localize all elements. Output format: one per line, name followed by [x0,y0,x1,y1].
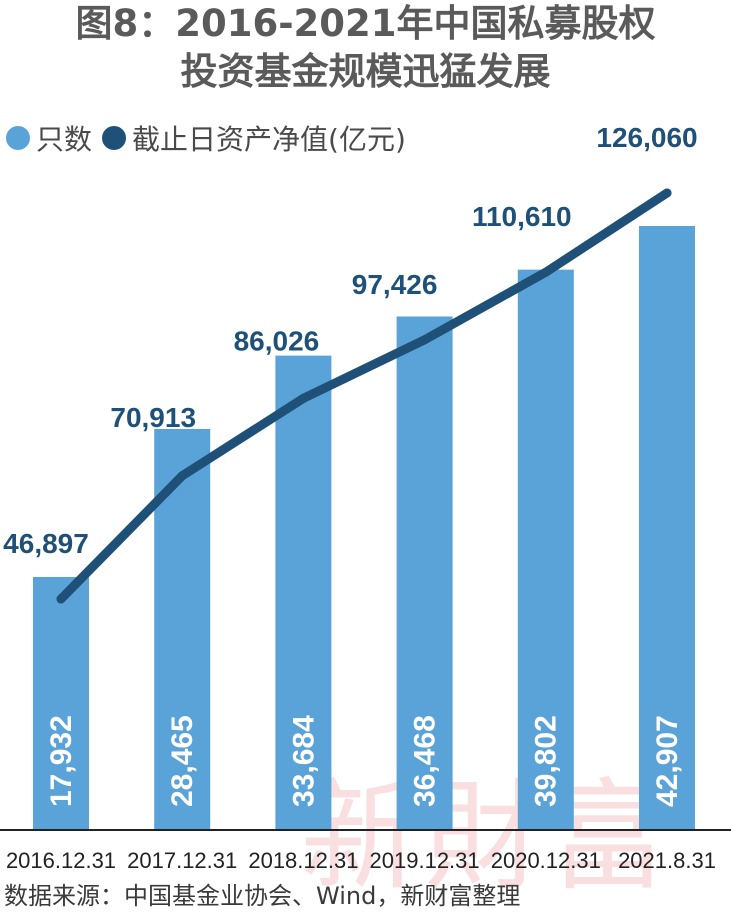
chart-legend: 只数 截止日资产净值(亿元) [6,118,416,158]
line-value-label-1: 70,913 [110,402,196,433]
line-point-5 [662,188,672,198]
bar-value-label-3: 36,468 [409,715,442,807]
net-asset-line [56,188,672,604]
chart-title-line-1: 图8：2016-2021年中国私募股权 [75,2,656,45]
bar-value-label-0: 17,932 [45,715,78,807]
bar-5 [639,226,695,829]
bar-2 [275,355,332,829]
line-value-label-0: 46,897 [3,528,89,559]
line-value-label-4: 110,610 [472,201,572,232]
bar-value-label-4: 39,802 [530,715,563,807]
source-note: 数据来源：中国基金业协会、Wind，新财富整理 [4,882,521,910]
line-point-2 [298,393,308,403]
x-tick-label-2: 2018.12.31 [248,848,358,873]
x-tick-label-0: 2016.12.31 [6,848,116,873]
x-tick-label-5: 2021.8.31 [618,848,716,873]
bar-3 [396,316,453,829]
x-tick-label-1: 2017.12.31 [127,848,237,873]
line-point-4 [541,267,551,277]
line-point-3 [420,335,430,345]
legend-label-net-asset: 截止日资产净值(亿元) [132,123,406,156]
bar-value-label-1: 28,465 [166,715,199,807]
bar-4 [517,269,574,829]
legend-circle-icon-net-asset [102,126,127,150]
chart-title-line-2: 投资基金规模迅猛发展 [180,50,551,93]
line-value-label-2: 86,026 [234,325,320,356]
line-point-0 [56,594,66,604]
line-value-label-3: 97,426 [352,269,438,300]
legend-circle-icon-count [6,126,30,150]
x-tick-label-3: 2019.12.31 [370,848,480,873]
bar-0 [33,576,89,829]
bar-value-label-2: 33,684 [287,715,320,807]
line-value-label-5: 126,060 [596,122,697,153]
x-tick-label-4: 2020.12.31 [491,848,601,873]
line-point-1 [177,471,187,481]
bar-value-label-5: 42,907 [651,715,684,807]
legend-label-count: 只数 [36,123,93,156]
